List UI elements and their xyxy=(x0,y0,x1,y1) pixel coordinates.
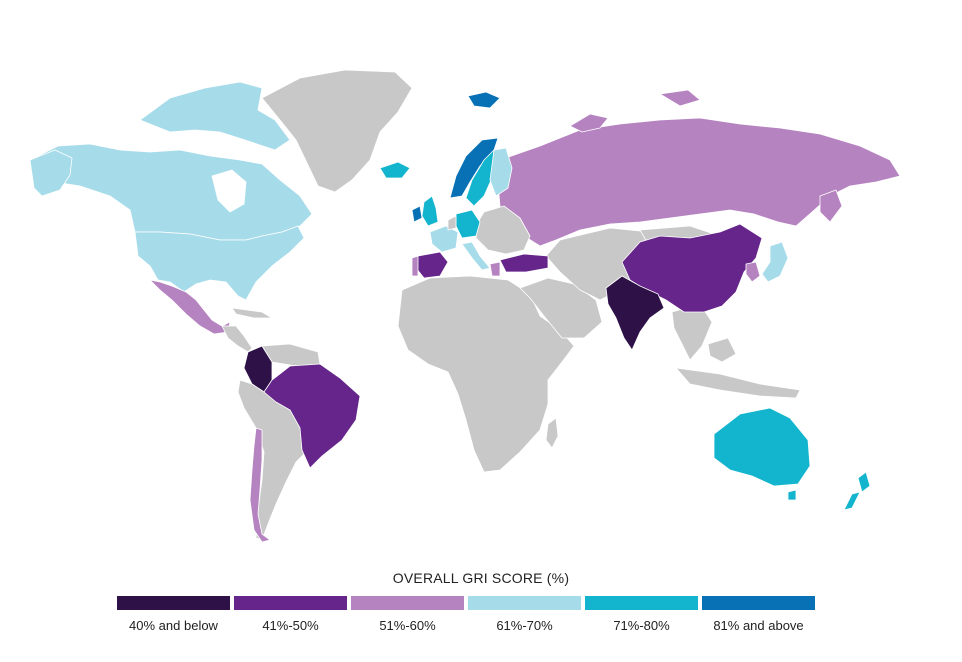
legend-label-40-and-below: 40% and below xyxy=(129,618,218,633)
region-new-zealand xyxy=(857,471,871,493)
region-ireland xyxy=(411,205,423,223)
region-russia xyxy=(659,89,701,107)
region-russia xyxy=(819,189,843,223)
region-no-data xyxy=(231,307,273,319)
region-no-data xyxy=(447,215,457,231)
legend-label-51-60: 51%-60% xyxy=(379,618,436,633)
legend-label-41-50: 41%-50% xyxy=(262,618,319,633)
region-japan xyxy=(761,241,789,283)
region-australia xyxy=(787,489,797,501)
legend-swatch-51-60 xyxy=(351,596,464,610)
region-russia xyxy=(497,117,901,247)
region-norway xyxy=(449,137,499,199)
legend-label-81-and-above: 81% and above xyxy=(713,618,804,633)
region-mexico xyxy=(149,279,231,335)
world-map xyxy=(29,69,901,543)
region-united-states xyxy=(29,149,73,197)
legend-label-61-70: 61%-70% xyxy=(496,618,553,633)
legend-swatch-40-and-below xyxy=(117,596,230,610)
region-finland xyxy=(489,147,513,197)
region-united-states xyxy=(134,225,305,301)
region-south-korea xyxy=(745,261,761,283)
region-greece xyxy=(489,261,501,277)
region-portugal xyxy=(411,255,419,277)
legend-swatch-81-and-above xyxy=(702,596,815,610)
region-italy xyxy=(461,241,491,271)
region-russia xyxy=(569,113,609,133)
region-greenland xyxy=(261,69,413,193)
legend-swatch-61-70 xyxy=(468,596,581,610)
legend-swatch-71-80 xyxy=(585,596,698,610)
region-no-data xyxy=(221,325,253,353)
region-canada xyxy=(139,81,291,151)
region-no-data xyxy=(707,337,737,363)
region-no-data xyxy=(675,367,801,399)
region-france xyxy=(429,225,459,253)
region-brazil xyxy=(263,363,361,469)
legend-title: OVERALL GRI SCORE (%) xyxy=(392,570,570,586)
region-united-kingdom xyxy=(421,195,439,227)
region-svalbard xyxy=(467,91,501,109)
region-no-data xyxy=(519,277,603,339)
region-germany xyxy=(455,209,481,239)
region-iceland xyxy=(379,161,411,179)
region-no-data xyxy=(545,417,559,449)
region-turkey xyxy=(499,253,549,273)
region-spain xyxy=(415,251,449,279)
legend-swatch-41-50 xyxy=(234,596,347,610)
region-india xyxy=(605,275,665,351)
region-new-zealand xyxy=(843,491,861,511)
region-australia xyxy=(713,407,811,487)
hudson-bay-water xyxy=(211,169,247,213)
legend-label-71-80: 71%-80% xyxy=(613,618,670,633)
region-chile xyxy=(249,427,271,543)
